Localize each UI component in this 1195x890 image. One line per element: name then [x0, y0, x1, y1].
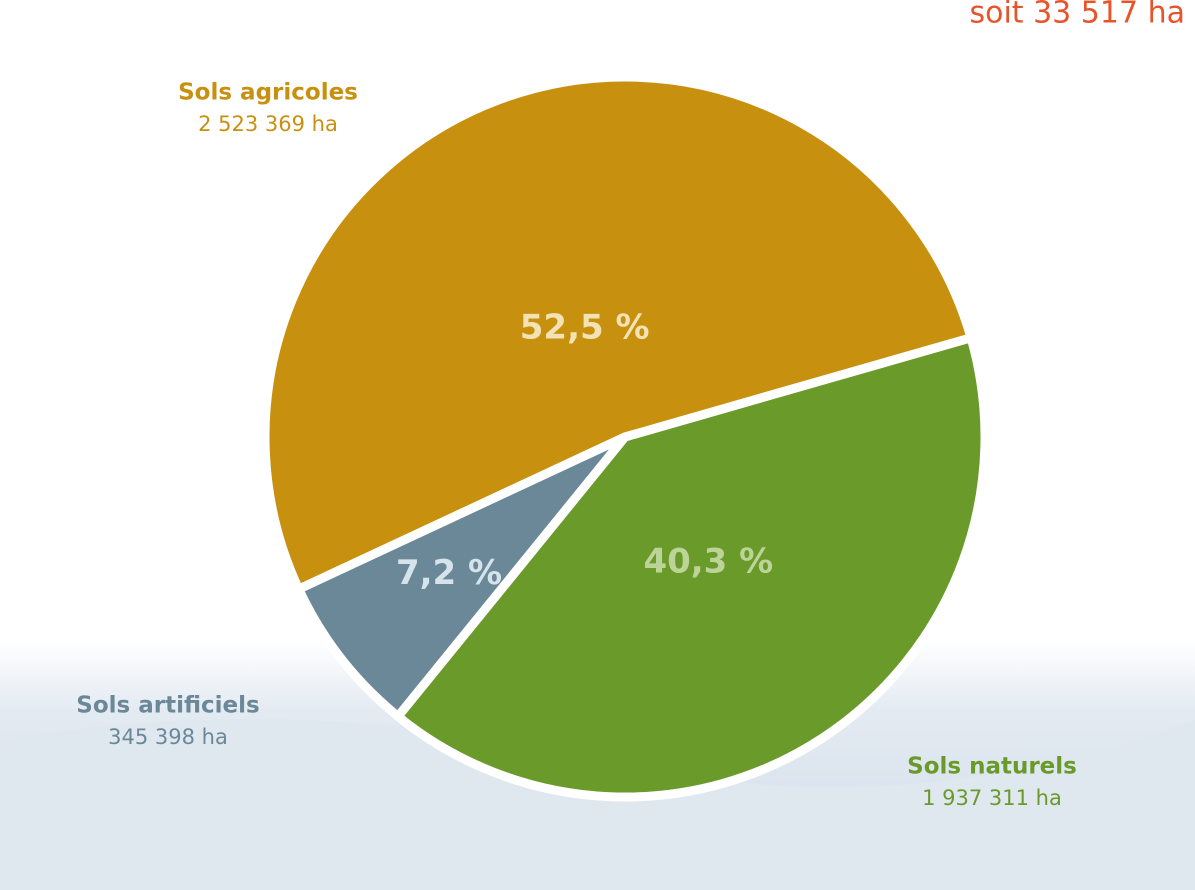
category-label: Sols agricoles	[178, 80, 358, 106]
annotation: soit 33 517 ha	[969, 0, 1185, 31]
value-label: 40,3 %	[643, 542, 773, 582]
category-label: Sols naturels	[907, 754, 1077, 780]
area-label: 1 937 311 ha	[922, 786, 1062, 810]
area-label: 345 398 ha	[108, 725, 228, 749]
area-label: 2 523 369 ha	[198, 112, 338, 136]
category-label: Sols artificiels	[76, 693, 259, 719]
pie-slice	[260, 72, 976, 594]
pie-slice	[393, 333, 990, 802]
value-label: 7,2 %	[396, 553, 502, 593]
landscape	[0, 719, 1195, 890]
value-label: 52,5 %	[520, 308, 650, 348]
pie-slice	[294, 432, 630, 721]
